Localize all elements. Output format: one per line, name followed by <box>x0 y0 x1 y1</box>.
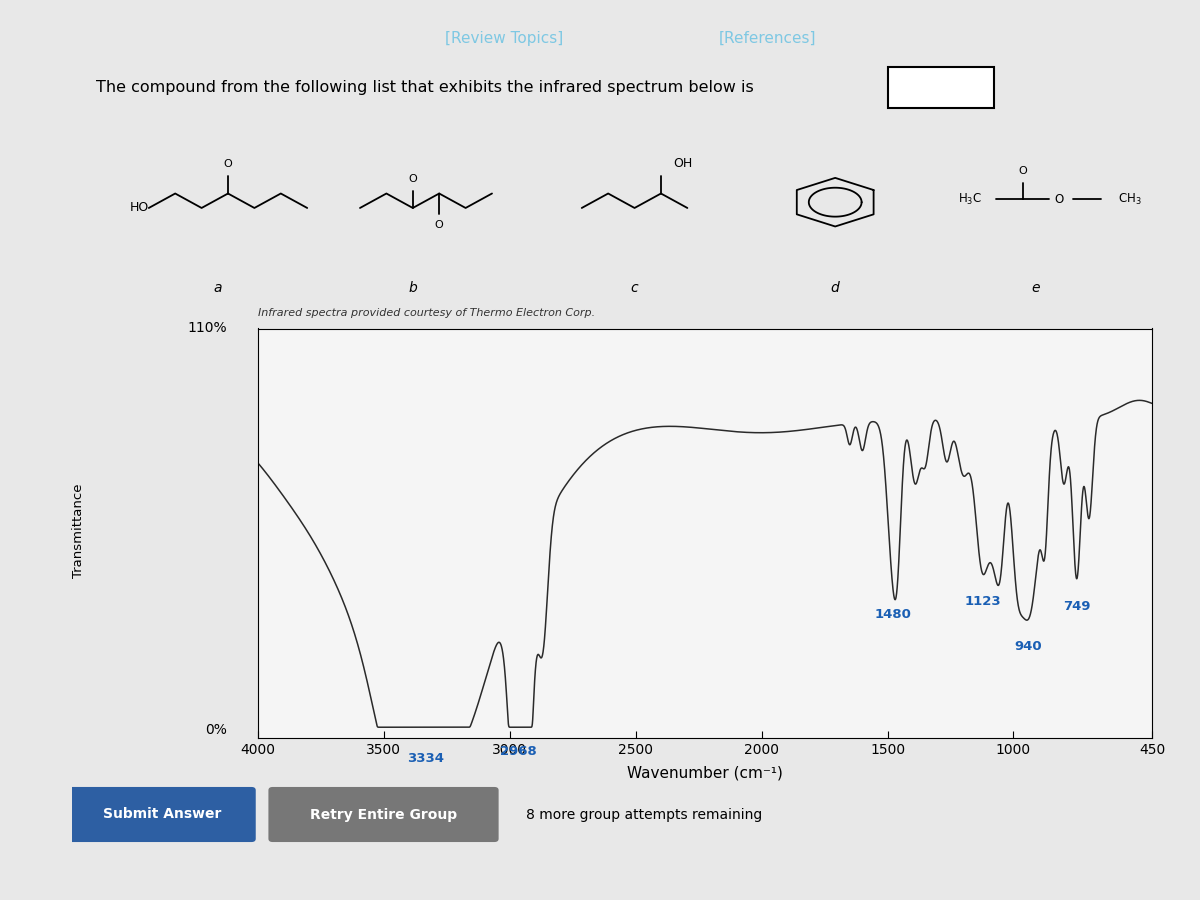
FancyBboxPatch shape <box>269 787 499 842</box>
Text: [References]: [References] <box>719 31 817 46</box>
Text: Submit Answer: Submit Answer <box>102 807 221 822</box>
Text: O: O <box>434 220 444 230</box>
Text: 0%: 0% <box>205 723 227 737</box>
Text: 1123: 1123 <box>965 595 1001 608</box>
Text: O: O <box>408 174 418 184</box>
FancyBboxPatch shape <box>67 787 256 842</box>
Text: Infrared spectra provided courtesy of Thermo Electron Corp.: Infrared spectra provided courtesy of Th… <box>258 309 595 319</box>
Text: d: d <box>830 281 840 295</box>
Text: The compound from the following list that exhibits the infrared spectrum below i: The compound from the following list tha… <box>96 80 754 95</box>
Text: [Review Topics]: [Review Topics] <box>445 31 563 46</box>
Text: c: c <box>631 281 638 295</box>
Text: 3334: 3334 <box>407 752 444 765</box>
Text: 749: 749 <box>1063 600 1091 613</box>
Text: O: O <box>1019 166 1027 176</box>
Text: a: a <box>214 281 222 295</box>
Text: 1480: 1480 <box>874 608 911 621</box>
Text: e: e <box>1032 281 1040 295</box>
Text: O: O <box>1055 193 1063 206</box>
Text: Retry Entire Group: Retry Entire Group <box>310 807 457 822</box>
Text: H$_3$C: H$_3$C <box>959 192 983 207</box>
Text: Transmittance: Transmittance <box>72 484 84 579</box>
Text: 940: 940 <box>1015 641 1043 653</box>
Text: OH: OH <box>673 158 692 170</box>
Text: 8 more group attempts remaining: 8 more group attempts remaining <box>526 807 762 822</box>
X-axis label: Wavenumber (cm⁻¹): Wavenumber (cm⁻¹) <box>628 765 782 780</box>
Text: 2968: 2968 <box>499 745 536 758</box>
Text: HO: HO <box>130 202 149 214</box>
FancyBboxPatch shape <box>888 68 994 108</box>
Text: CH$_3$: CH$_3$ <box>1118 192 1142 207</box>
Text: 110%: 110% <box>187 321 227 336</box>
Text: b: b <box>408 281 418 295</box>
Text: O: O <box>223 159 233 169</box>
